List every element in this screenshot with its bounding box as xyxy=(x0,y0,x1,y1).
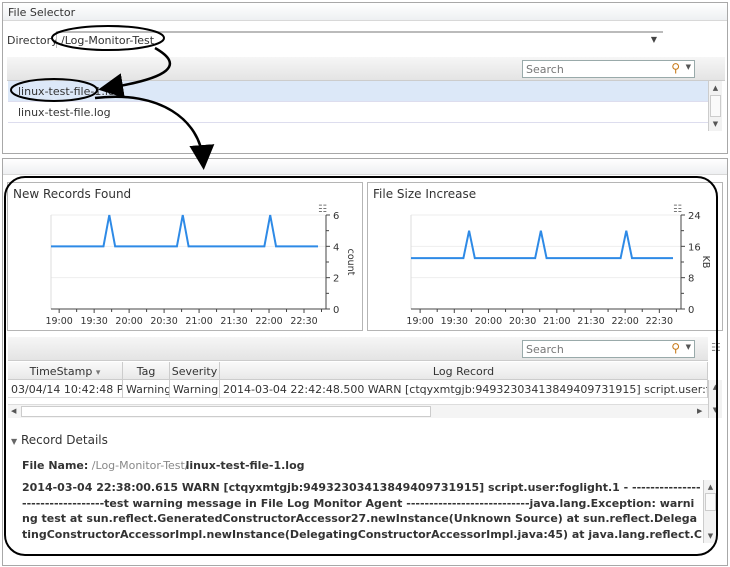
x-tick-label: 19:00 xyxy=(406,316,433,327)
y-tick-label: 24 xyxy=(688,211,701,222)
log-text-area: 2014-03-04 22:38:00.615 WARN [ctqyxmtgjb… xyxy=(22,480,702,543)
series-line xyxy=(411,230,673,260)
file-details-header xyxy=(3,159,727,175)
file-dir: /Log-Monitor-Test/ xyxy=(91,459,189,472)
search-placeholder: Search xyxy=(526,343,564,356)
y-axis-label: KB xyxy=(700,256,711,269)
record-details-toggle[interactable]: ▼ Record Details xyxy=(11,433,108,447)
file-list-scrollbar[interactable]: ▲ ▼ xyxy=(708,81,722,131)
series-line xyxy=(51,214,318,248)
file-name-value: linux-test-file-1.log xyxy=(185,459,305,472)
cell-severity: Warning xyxy=(170,380,220,398)
scroll-down-icon[interactable]: ▼ xyxy=(707,532,714,540)
records-table-header: TimeStamp ▾ Tag Severity Log Record xyxy=(8,362,708,380)
y-tick-label: 6 xyxy=(333,211,339,222)
collapse-icon[interactable]: ▼ xyxy=(11,437,18,446)
file-list-toolbar: Search ⚲ ▼ xyxy=(7,57,725,81)
scroll-up-icon[interactable]: ▲ xyxy=(712,383,719,391)
file-name-line: File Name: /Log-Monitor-Test/linux-test-… xyxy=(22,459,305,472)
cell-timestamp: 03/04/14 10:42:48 PM xyxy=(8,380,123,398)
x-tick-label: 22:30 xyxy=(646,316,673,327)
file-name: linux-test-file-1.log xyxy=(18,85,122,98)
scroll-down-icon[interactable]: ▼ xyxy=(712,120,719,128)
file-list-item[interactable]: linux-test-file-1.log xyxy=(8,81,709,102)
scrollbar-thumb[interactable] xyxy=(710,95,721,117)
y-tick-label: 8 xyxy=(688,274,694,285)
scrollbar-thumb[interactable] xyxy=(21,406,431,417)
file-size-chart: 0 8 16 24 19:00 19:30 20:00 20:30 21:00 21:30 22:0… xyxy=(406,204,711,327)
column-chooser-icon[interactable]: ☷ xyxy=(711,341,721,354)
directory-value: /Log-Monitor-Test xyxy=(61,34,155,47)
directory-combo[interactable]: /Log-Monitor-Test ▼ xyxy=(56,31,663,48)
x-tick-label: 21:30 xyxy=(577,316,604,327)
file-name-label: File Name: xyxy=(22,459,89,472)
search-icon[interactable]: ⚲ xyxy=(671,341,680,355)
chevron-down-icon[interactable]: ▼ xyxy=(685,343,691,351)
records-search-input[interactable]: Search ⚲ ▼ xyxy=(522,340,695,358)
records-toolbar: Search ⚲ ▼ xyxy=(8,337,708,361)
scroll-right-icon[interactable]: ▶ xyxy=(697,407,703,415)
file-selector-panel: File Selector Directory /Log-Monitor-Tes… xyxy=(2,2,728,154)
x-tick-label: 20:00 xyxy=(115,316,142,327)
chevron-down-icon[interactable]: ▼ xyxy=(685,63,691,71)
table-vscrollbar[interactable]: ▲ ▼ xyxy=(708,380,722,418)
new-records-chart: 0 2 4 6 19:00 19:30 20:00 20:30 21:00 21:30 22:00 2… xyxy=(45,204,356,327)
file-list-item[interactable]: linux-test-file.log xyxy=(8,102,709,123)
x-tick-label: 20:30 xyxy=(509,316,536,327)
y-tick-label: 4 xyxy=(333,242,339,253)
log-text: 2014-03-04 22:38:00.615 WARN [ctqyxmtgjb… xyxy=(22,481,702,541)
chart-menu-icon[interactable]: ☷ xyxy=(673,204,682,215)
x-tick-label: 21:30 xyxy=(220,316,247,327)
scroll-left-icon[interactable]: ◀ xyxy=(11,407,17,415)
x-tick-label: 22:00 xyxy=(611,316,638,327)
cell-log-record: 2014-03-04 22:42:48.500 WARN [ctqyxmtgjb… xyxy=(220,380,708,398)
scroll-down-icon[interactable]: ▼ xyxy=(712,406,719,414)
chart-menu-icon[interactable]: ☷ xyxy=(318,204,327,215)
file-size-chart-panel: File Size Increase 0 8 16 24 19:00 19:30 20:00… xyxy=(367,182,723,331)
search-placeholder: Search xyxy=(526,63,564,76)
table-row[interactable]: 03/04/14 10:42:48 PM Warning Warning 201… xyxy=(8,380,708,398)
scrollbar-thumb[interactable] xyxy=(705,493,716,511)
scroll-up-icon[interactable]: ▲ xyxy=(712,84,719,92)
log-text-scrollbar[interactable]: ▲ ▼ xyxy=(703,480,717,543)
y-axis-label: count xyxy=(345,249,356,276)
x-tick-label: 20:30 xyxy=(150,316,177,327)
search-icon[interactable]: ⚲ xyxy=(671,61,680,75)
x-tick-label: 19:30 xyxy=(80,316,107,327)
x-tick-label: 21:00 xyxy=(543,316,570,327)
scroll-up-icon[interactable]: ▲ xyxy=(707,483,714,491)
x-tick-label: 22:00 xyxy=(255,316,282,327)
x-tick-label: 20:00 xyxy=(475,316,502,327)
x-tick-label: 21:00 xyxy=(185,316,212,327)
column-tag[interactable]: Tag xyxy=(123,362,170,380)
y-tick-label: 2 xyxy=(333,274,339,285)
column-severity[interactable]: Severity xyxy=(170,362,220,380)
record-details-title: Record Details xyxy=(20,433,108,447)
file-name: linux-test-file.log xyxy=(18,106,111,119)
x-tick-label: 22:30 xyxy=(290,316,317,327)
sort-desc-icon: ▾ xyxy=(95,368,101,378)
column-timestamp[interactable]: TimeStamp ▾ xyxy=(8,362,123,380)
file-search-input[interactable]: Search ⚲ ▼ xyxy=(522,60,695,78)
new-records-chart-panel: New Records Found 0 2 4 6 19:00 19:30 20:00 20:… xyxy=(7,182,363,331)
x-tick-label: 19:30 xyxy=(441,316,468,327)
table-hscrollbar[interactable]: ◀ ▶ xyxy=(8,404,708,418)
x-tick-label: 19:00 xyxy=(45,316,72,327)
directory-label: Directory xyxy=(7,34,58,47)
y-tick-label: 0 xyxy=(333,305,339,316)
y-tick-label: 16 xyxy=(688,242,701,253)
column-log-record[interactable]: Log Record xyxy=(220,362,708,380)
y-tick-label: 0 xyxy=(688,305,694,316)
chevron-down-icon[interactable]: ▼ xyxy=(650,35,657,44)
file-list: linux-test-file-1.log linux-test-file.lo… xyxy=(8,81,709,126)
file-selector-title: File Selector xyxy=(3,3,727,21)
cell-tag: Warning xyxy=(123,380,170,398)
